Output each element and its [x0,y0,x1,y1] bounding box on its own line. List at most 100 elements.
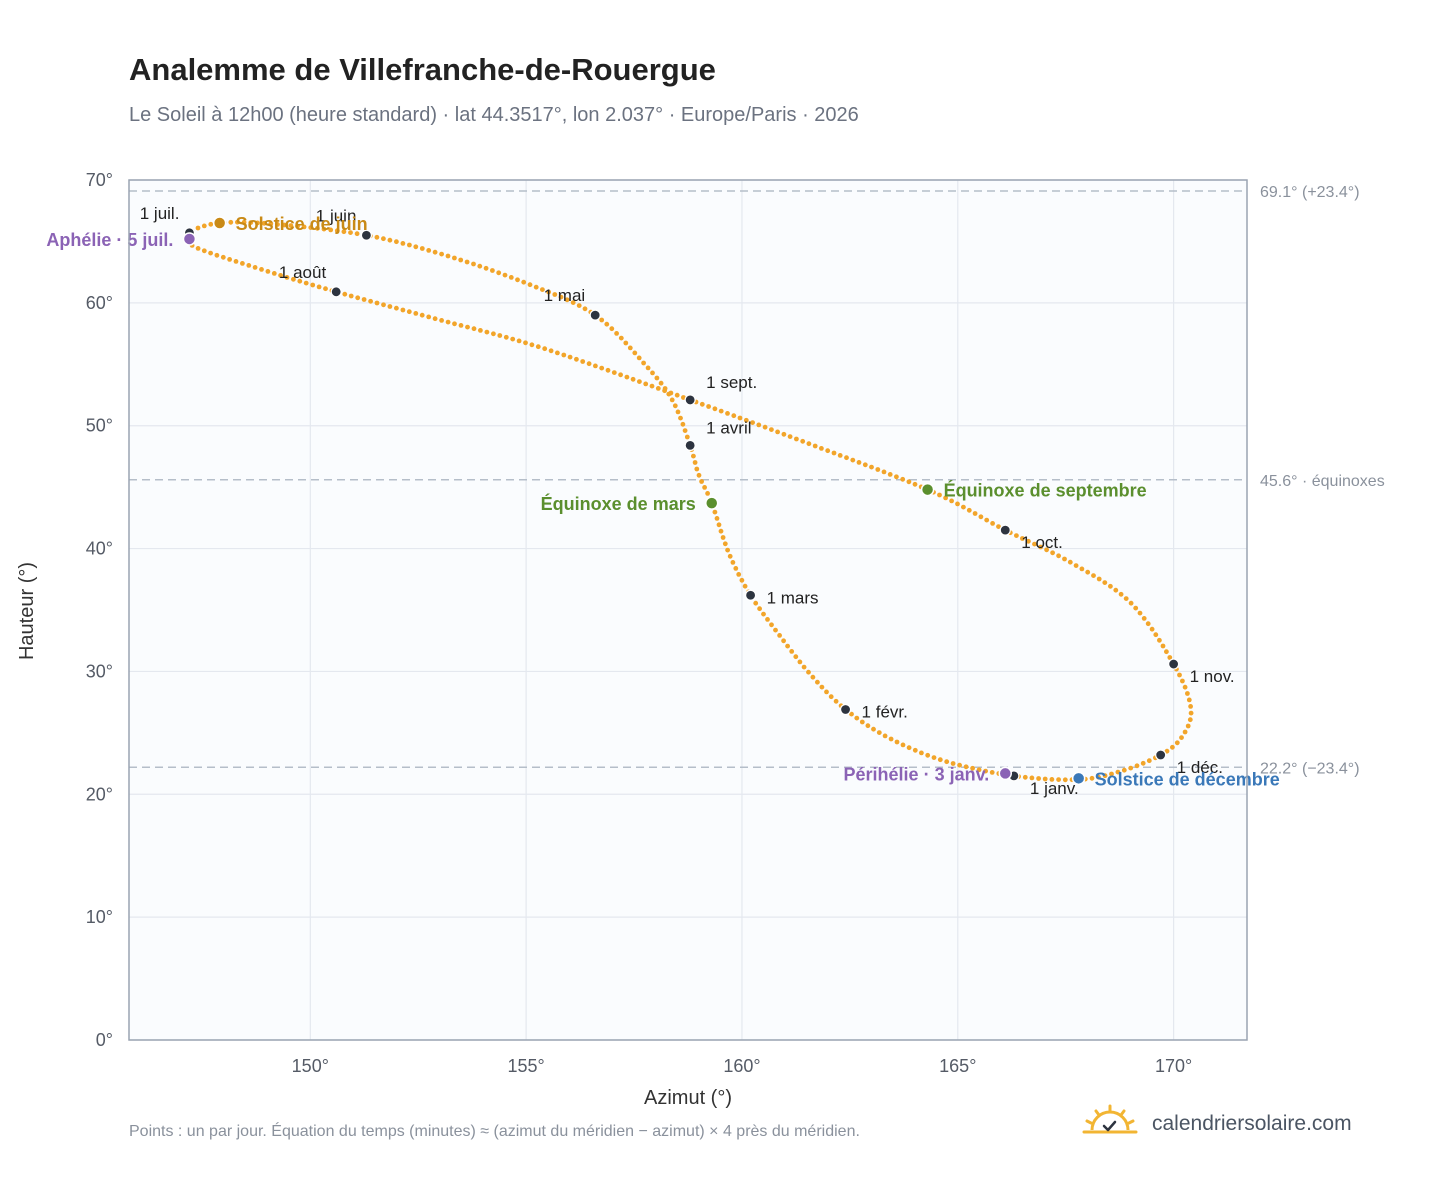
daily-sun-point [894,739,900,745]
daily-sun-point [837,453,843,458]
brand[interactable]: calendriersolaire.com [1082,1104,1352,1144]
daily-sun-point [295,223,300,229]
daily-sun-point [548,348,554,354]
daily-sun-point [328,227,334,233]
daily-sun-point [255,220,260,226]
daily-sun-point [983,768,988,774]
daily-sun-point [1188,704,1193,709]
month-label: 1 déc. [1177,758,1223,777]
x-tick-label: 150° [292,1056,329,1076]
daily-sun-point [604,321,610,327]
daily-sun-point [308,225,314,231]
event-marker [182,232,197,246]
daily-sun-point [806,441,812,447]
daily-sun-point [900,742,906,748]
daily-sun-point [1089,775,1095,781]
daily-sun-point [1145,621,1151,627]
daily-sun-point [912,747,918,753]
daily-sun-point [394,305,399,311]
daily-sun-point [630,376,636,382]
x-tick-label: 155° [508,1056,545,1076]
daily-sun-point [1153,632,1159,638]
daily-sun-point [756,422,762,428]
month-label: 1 mai [544,286,586,305]
brand-name[interactable]: calendriersolaire.com [1152,1112,1352,1135]
daily-sun-point [1056,777,1061,782]
daily-sun-point [1022,774,1028,780]
daily-sun-point [611,370,617,375]
daily-sun-point [558,294,564,300]
daily-sun-point [812,443,818,449]
daily-sun-point [833,698,839,704]
month-marker [684,394,696,406]
daily-sun-point [564,297,570,303]
daily-sun-point [637,379,642,384]
daily-sun-point [636,355,642,361]
daily-sun-point [825,448,831,454]
daily-sun-point [1050,550,1055,556]
daily-sun-point [912,481,918,487]
daily-sun-point [632,350,638,356]
daily-sun-point [310,282,316,288]
daily-sun-point [1026,538,1031,544]
daily-sun-point [674,392,680,398]
daily-sun-point [1049,777,1055,782]
daily-sun-point [609,326,615,332]
daily-sun-point [654,375,660,381]
daily-sun-point [943,495,948,501]
daily-sun-point [1187,717,1193,723]
daily-sun-point [1091,573,1096,578]
plot-frame [128,179,1248,1041]
daily-sun-point [614,331,619,336]
daily-sun-point [439,251,444,257]
daily-sun-point [722,541,728,547]
daily-sun-point [374,300,380,306]
daily-sun-point [413,244,419,250]
event-markers: Solstice de juin Aphélie · 5 juil. Équinox… [46,214,1279,789]
daily-sun-point [387,304,393,309]
daily-sun-point [743,417,749,423]
daily-sun-point [737,415,743,421]
month-label: 1 mars [767,588,819,607]
month-marker [1155,749,1167,761]
daily-sun-point [201,223,207,229]
daily-sun-point [725,411,730,416]
daily-sun-point [650,370,655,376]
daily-sun-point [692,460,698,465]
y-tick-label: 10° [86,907,113,927]
daily-sun-point [944,759,950,765]
daily-sun-point [1038,544,1043,550]
daily-sun-point [540,287,545,292]
daily-sun-point [510,336,516,342]
daily-sun-point [984,517,990,523]
y-tick-label: 60° [86,293,113,313]
daily-sun-point [849,711,854,717]
daily-sun-point [1174,740,1180,746]
x-axis-label: Azimut (°) [644,1087,732,1109]
daily-sun-point [374,234,380,240]
daily-sun-point [859,719,865,725]
event-marker [998,766,1013,781]
daily-sun-point [815,679,820,685]
daily-sun-point [668,390,674,396]
daily-sun-point [1186,697,1192,703]
daily-sun-point [1062,556,1067,562]
daily-sun-point [714,516,720,521]
daily-sun-point [515,277,520,283]
daily-sun-point [491,331,496,337]
daily-sun-point [797,659,803,665]
daily-sun-point [623,340,629,346]
daily-sun-point [445,319,451,325]
daily-sun-point [680,421,686,427]
daily-sun-point [681,395,686,400]
daily-sun-point [655,386,661,391]
daily-sun-point [976,767,982,773]
daily-sun-point [355,295,361,301]
daily-sun-point [452,321,457,327]
daily-sun-point [381,236,386,242]
daily-sun-point [649,383,655,389]
daily-sun-point [278,273,283,278]
daily-sun-point [458,257,464,263]
daily-sun-point [1115,769,1121,775]
